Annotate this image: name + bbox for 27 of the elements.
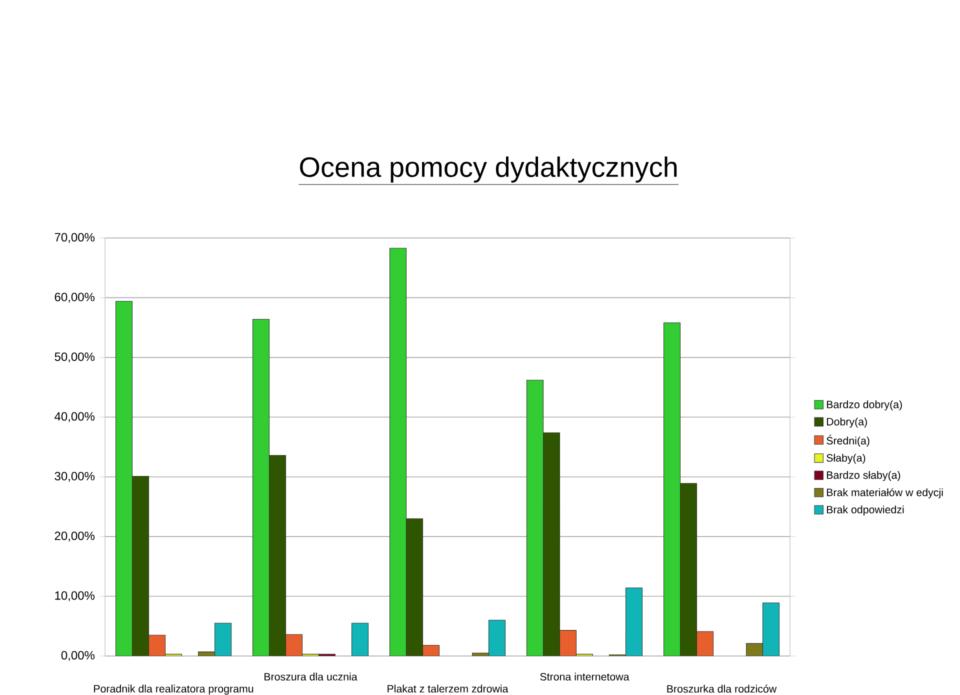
bar xyxy=(285,634,303,656)
y-tick-label: 30,00% xyxy=(54,472,95,482)
x-tick-label: Broszura dla ucznia xyxy=(264,672,358,681)
bar xyxy=(148,634,166,656)
legend-label: Brak materiałów w edycji xyxy=(826,488,943,498)
legend-label: Bardzo słaby(a) xyxy=(826,471,900,481)
legend-label: Dobry(a) xyxy=(826,418,867,428)
y-tick-label: 10,00% xyxy=(55,591,95,602)
x-tick-label: Poradnik dla realizatora programu xyxy=(94,684,254,695)
bar xyxy=(422,644,440,656)
x-tick-label: Strona internetowa xyxy=(540,672,630,681)
bar xyxy=(559,630,577,656)
y-tick-label: 0,00% xyxy=(61,651,95,661)
bar xyxy=(696,631,714,656)
x-tick-label: Plakat z talerzem zdrowia xyxy=(388,684,508,693)
y-tick-label: 20,00% xyxy=(54,532,95,542)
y-tick-label: 70,00% xyxy=(54,233,95,243)
x-tick-label: Broszurka dla rodziców xyxy=(667,684,777,693)
legend-label: Średni(a) xyxy=(826,434,870,447)
legend-label: Bardzo dobry(a) xyxy=(826,400,902,410)
legend-label: Brak odpowiedzi xyxy=(826,506,904,516)
y-tick-label: 40,00% xyxy=(54,412,95,422)
bar xyxy=(351,622,369,656)
chart-title: Ocena pomocy dydaktycznych xyxy=(300,156,677,183)
y-tick-label: 60,00% xyxy=(54,292,95,303)
y-tick-label: 50,00% xyxy=(54,352,95,362)
legend-label: Słaby(a) xyxy=(826,454,866,464)
